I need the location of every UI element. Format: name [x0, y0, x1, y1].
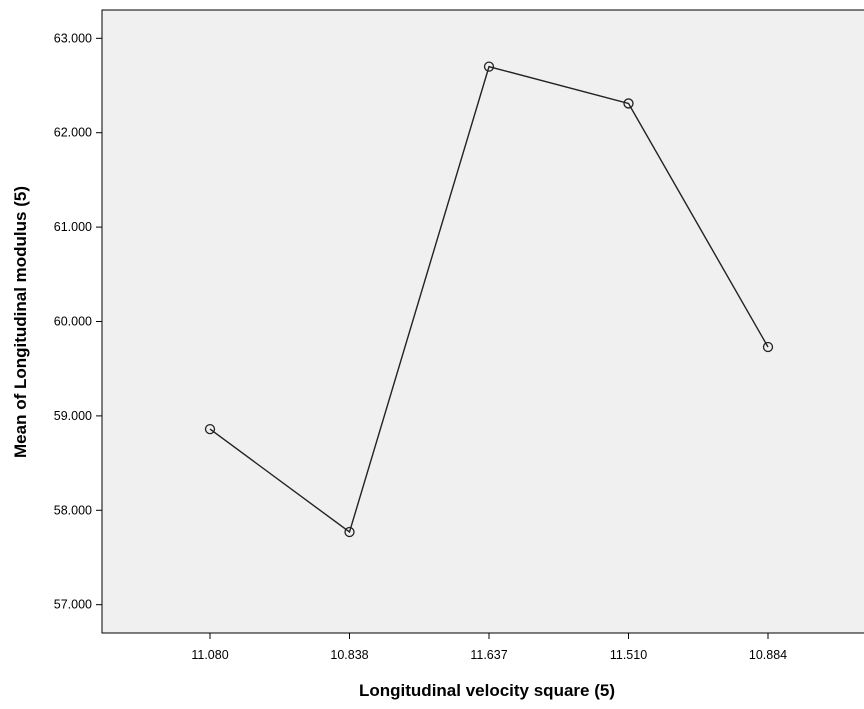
y-tick-label: 59.000: [54, 409, 92, 423]
y-tick-label: 58.000: [54, 503, 92, 517]
y-tick-label: 62.000: [54, 126, 92, 140]
y-tick-label: 60.000: [54, 315, 92, 329]
data-points: [204, 61, 774, 538]
x-tick-label: 10.884: [749, 648, 787, 662]
x-axis-label: Longitudinal velocity square (5): [359, 681, 615, 700]
data-point-marker: [623, 98, 634, 109]
data-point-marker: [483, 61, 495, 72]
x-axis-ticks: 11.080 10.838 11.637 11.510 10.884: [191, 633, 787, 662]
x-tick-label: 11.080: [191, 648, 228, 662]
x-tick-label: 11.637: [470, 648, 507, 662]
y-tick-label: 57.000: [54, 598, 92, 612]
x-tick-label: 11.510: [610, 648, 647, 662]
data-point-marker: [344, 526, 355, 538]
data-point-marker: [204, 423, 216, 435]
y-tick-label: 61.000: [54, 220, 92, 234]
series-line: [209, 65, 769, 534]
plot-area: [101, 9, 864, 634]
y-axis-ticks: 57.000 58.000 59.000 60.000 61.000 62.000 63.0…: [54, 31, 102, 612]
x-tick-label: 10.838: [330, 648, 368, 662]
y-axis-label: Mean of Longitudinal modulus (5): [11, 186, 30, 458]
data-point-marker: [762, 341, 774, 353]
y-tick-label: 63.000: [54, 31, 92, 45]
